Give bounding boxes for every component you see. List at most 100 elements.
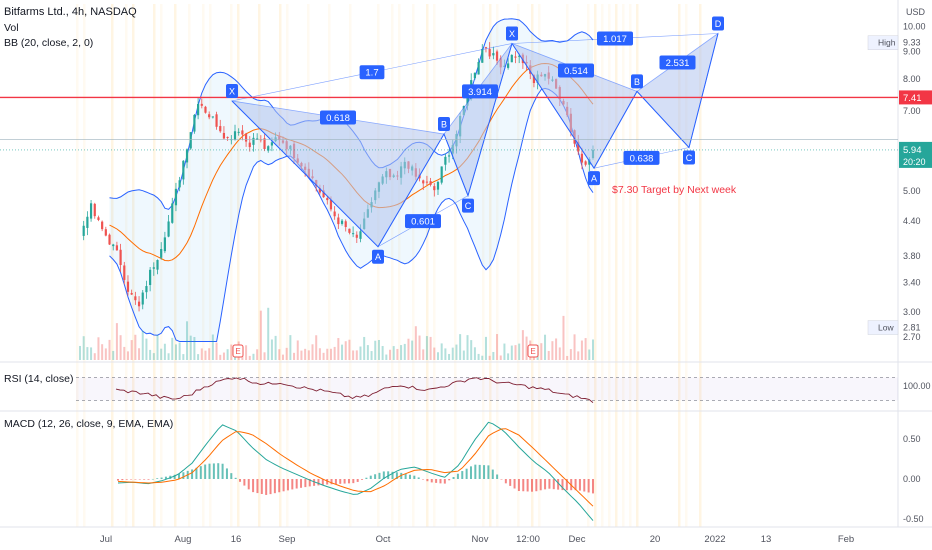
vol-indicator-label[interactable]: Vol	[4, 22, 19, 34]
candle	[101, 221, 104, 230]
volume-bar	[79, 345, 81, 360]
macd-histogram-bar	[422, 479, 425, 480]
macd-histogram-bar	[456, 473, 459, 479]
volume-bar	[492, 351, 495, 360]
time-tick-label: 16	[231, 534, 242, 545]
candle	[82, 225, 85, 236]
volume-bar	[418, 335, 421, 360]
macd-histogram-bar	[526, 479, 529, 492]
symbol-title[interactable]: Bitfarms Ltd., 4h, NASDAQ	[4, 6, 137, 18]
macd-histogram-bar	[487, 465, 490, 479]
macd-histogram-bar	[252, 479, 255, 493]
macd-tick-label: -0.50	[903, 514, 924, 524]
macd-histogram-bar	[592, 479, 594, 494]
ratio-box	[405, 214, 441, 229]
session-stripe	[209, 4, 212, 527]
volume-bar	[112, 350, 115, 360]
candle	[447, 155, 451, 157]
volume-bar	[90, 347, 93, 360]
candle	[86, 216, 89, 228]
candle	[488, 48, 491, 57]
macd-tick-label: 0.50	[903, 434, 921, 444]
volume-bar	[197, 354, 200, 360]
macd-histogram-bar	[391, 471, 394, 479]
volume-bar	[352, 350, 355, 360]
low-label: Low	[878, 323, 894, 333]
price-tick-label: 7.00	[903, 106, 921, 116]
bb-indicator-label[interactable]: BB (20, close, 2, 0)	[4, 37, 94, 49]
macd-histogram-bar	[544, 479, 547, 490]
session-stripe	[594, 4, 597, 527]
macd-histogram-bar	[156, 478, 159, 479]
session-stripe	[636, 4, 639, 527]
pattern1-point-box	[226, 83, 238, 98]
volume-bar	[174, 344, 177, 360]
macd-histogram-bar	[121, 479, 124, 481]
candle	[185, 149, 189, 163]
volume-bar	[145, 338, 148, 360]
volume-bar	[477, 353, 480, 360]
volume-bar	[370, 351, 373, 360]
volume-bar	[355, 350, 358, 360]
macd-histogram-bar	[548, 479, 551, 489]
volume-bar	[407, 338, 410, 360]
session-stripe	[230, 4, 233, 527]
macd-histogram-bar	[343, 479, 346, 484]
macd-histogram-bar	[234, 477, 237, 479]
candle	[219, 126, 222, 132]
volume-bar	[296, 340, 299, 360]
candle	[182, 160, 185, 180]
volume-bar	[422, 349, 425, 360]
session-stripe	[412, 4, 415, 527]
macd-histogram-bar	[404, 473, 407, 479]
macd-histogram-bar	[278, 479, 281, 493]
macd-histogram-bar	[191, 469, 194, 479]
volume-bar	[156, 334, 159, 360]
pattern1-zigzag	[231, 43, 513, 248]
macd-histogram-bar	[496, 474, 499, 479]
volume-bar	[274, 335, 277, 360]
macd-histogram-bar	[382, 471, 385, 479]
ratio-label: 1.017	[603, 34, 627, 45]
volume-bar	[230, 344, 233, 360]
macd-histogram-bar	[317, 479, 320, 486]
candle	[130, 293, 133, 295]
session-stripe	[622, 4, 625, 527]
target-annotation: $7.30 Target by Next week	[612, 184, 737, 196]
bb-lower-band	[109, 87, 594, 342]
volume-bar	[488, 355, 491, 360]
candle	[510, 54, 513, 63]
currency-label[interactable]: USD	[906, 7, 926, 17]
volume-bar	[503, 343, 506, 360]
ratio-label: 1.7	[365, 68, 378, 79]
volume-bar	[562, 315, 565, 360]
session-stripe	[426, 4, 429, 527]
rsi-indicator-label[interactable]: RSI (14, close)	[4, 373, 74, 385]
candle	[241, 130, 244, 135]
volume-bar	[97, 337, 100, 360]
volume-bar	[433, 347, 436, 360]
high-label-box	[867, 35, 899, 50]
volume-bar	[547, 350, 550, 360]
macd-histogram-bar	[347, 479, 350, 484]
macd-histogram-bar	[164, 476, 167, 479]
candle	[215, 114, 218, 127]
macd-histogram-bar	[269, 479, 272, 495]
macd-histogram-bar	[448, 479, 451, 481]
session-stripe	[279, 4, 282, 527]
volume-bar	[160, 348, 163, 360]
candle	[178, 180, 181, 188]
macd-histogram-bar	[435, 479, 438, 483]
volume-bar	[514, 345, 517, 360]
time-tick-label: 2022	[704, 534, 725, 545]
macd-indicator-label[interactable]: MACD (12, 26, close, 9, EMA, EMA)	[4, 418, 174, 430]
volume-bar	[455, 344, 458, 360]
candle	[344, 221, 347, 228]
macd-histogram-bar	[509, 479, 512, 486]
pattern1-point-box	[462, 198, 474, 213]
candle	[252, 137, 255, 145]
volume-bar	[425, 336, 428, 360]
ratio-label: 0.601	[411, 217, 435, 228]
